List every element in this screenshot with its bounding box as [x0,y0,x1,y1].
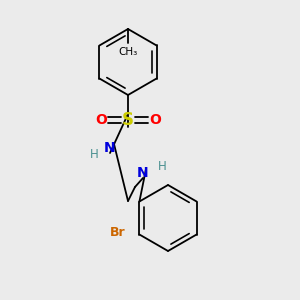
Text: Br: Br [110,226,125,239]
Text: CH₃: CH₃ [118,47,138,57]
Text: N: N [104,141,116,155]
Text: O: O [95,113,107,127]
Text: O: O [149,113,161,127]
Text: H: H [158,160,166,173]
Text: N: N [137,166,149,180]
Text: S: S [122,111,134,129]
Text: H: H [90,148,98,160]
